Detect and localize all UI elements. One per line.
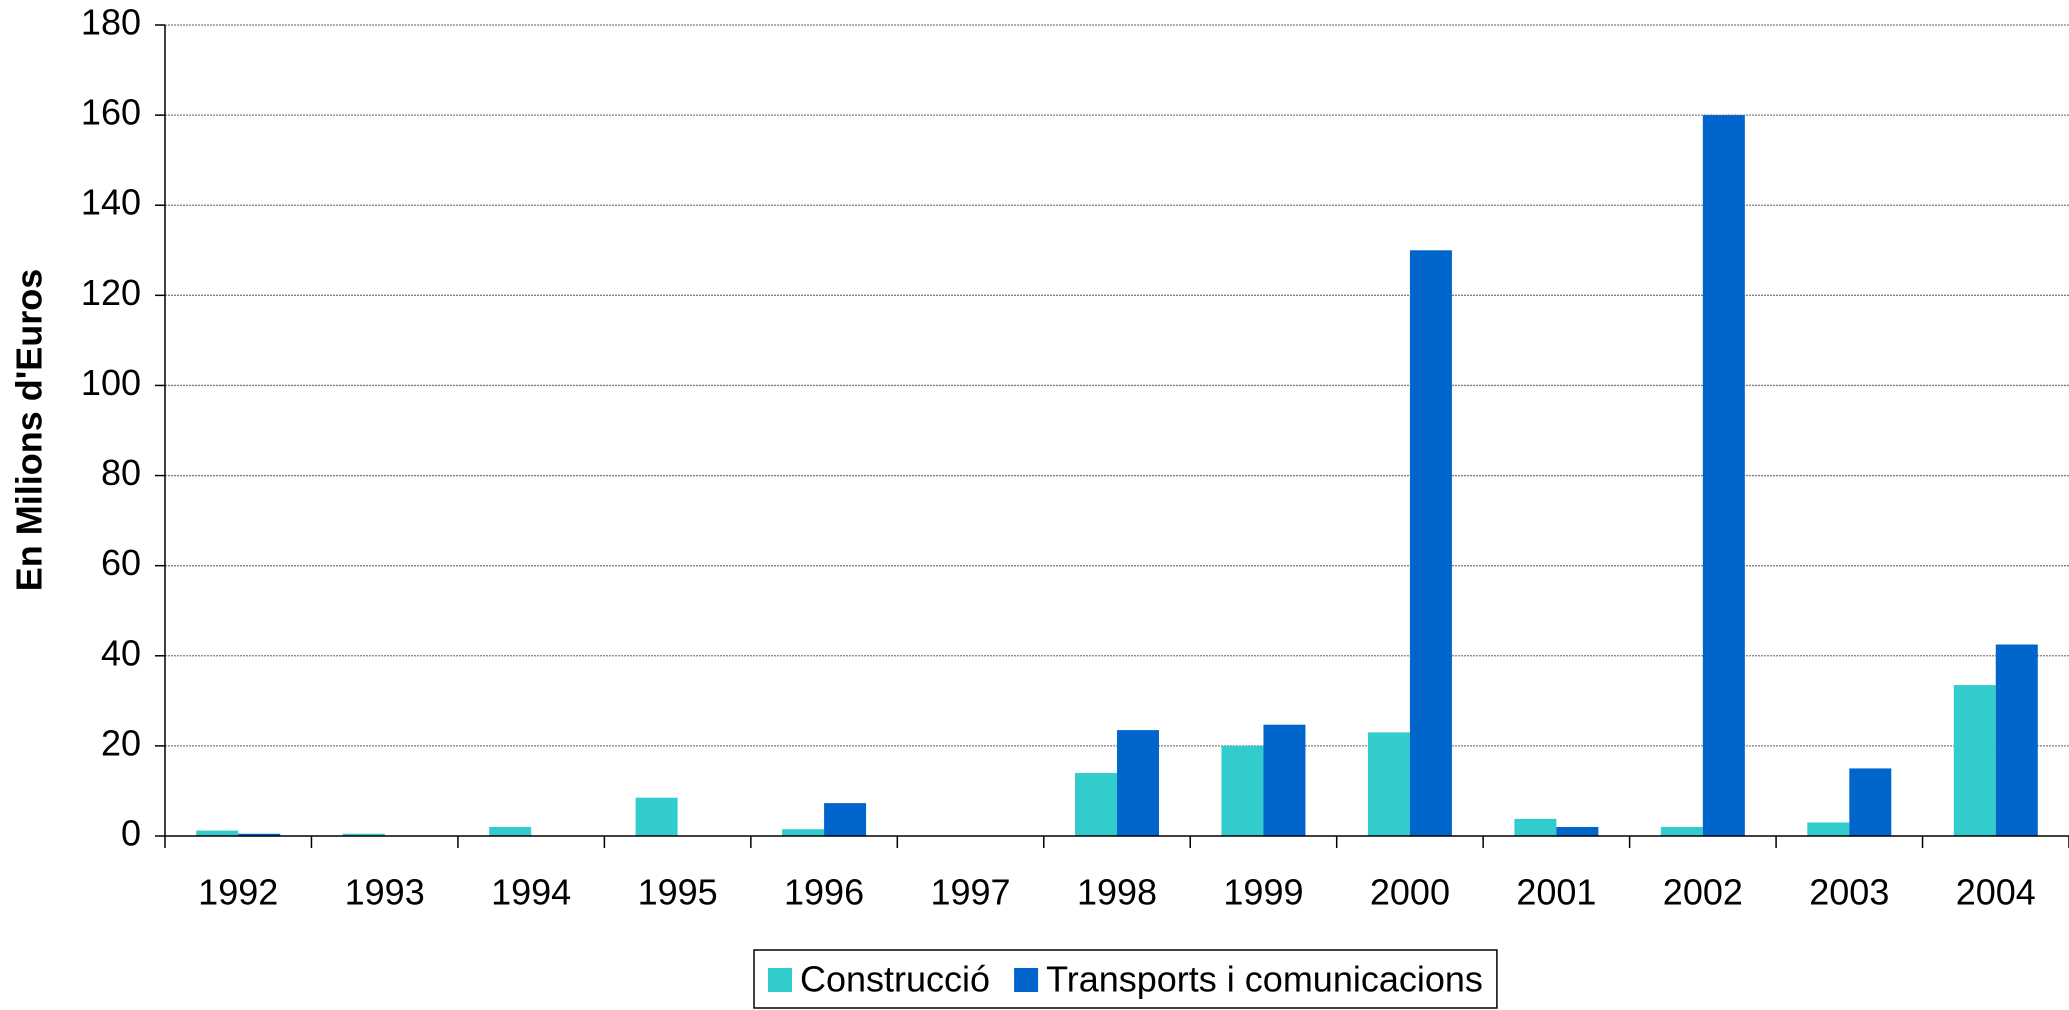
bar [1953,685,1996,836]
legend-label: Construcció [800,959,990,1000]
y-tick-label: 180 [81,2,141,43]
x-tick-label: 2003 [1809,872,1889,913]
y-tick-label: 140 [81,182,141,223]
y-tick-label: 80 [101,452,141,493]
bar [1849,768,1892,836]
x-tick-label: 1993 [345,872,425,913]
bar [342,833,385,836]
y-tick-label: 120 [81,272,141,313]
bar [1263,724,1306,836]
x-tick-label: 1999 [1223,872,1303,913]
legend-swatch [1014,968,1039,992]
bar [635,797,678,836]
bar [1556,826,1599,836]
bar [489,826,532,836]
x-tick-label: 2000 [1370,872,1450,913]
bar [1995,644,2038,836]
bar [824,803,867,836]
bar [1221,745,1264,836]
bar [238,833,281,836]
y-tick-label: 160 [81,92,141,133]
bar [196,830,239,836]
bar [1514,818,1557,836]
y-tick-label: 100 [81,362,141,403]
y-tick-label: 40 [101,632,141,673]
x-tick-label: 2002 [1663,872,1743,913]
x-tick-label: 1997 [930,872,1010,913]
legend-box [753,949,1498,1009]
x-tick-label: 1994 [491,872,571,913]
y-tick-label: 60 [101,542,141,583]
bar [1807,822,1850,836]
x-tick-label: 2004 [1956,872,2036,913]
x-tick-label: 2001 [1516,872,1596,913]
bar [1702,115,1745,837]
legend-label: Transports i comunicacions [1046,959,1483,1000]
bar [1660,826,1703,836]
x-tick-label: 1992 [198,872,278,913]
bar [782,829,825,836]
y-tick-label: 20 [101,722,141,763]
x-tick-label: 1995 [638,872,718,913]
x-tick-label: 1996 [784,872,864,913]
bar [1117,730,1159,836]
legend-swatch [768,968,792,992]
y-tick-label: 0 [121,813,141,854]
bar [1409,250,1452,836]
legend: Construcció Transports i comunicacions [753,949,1498,1009]
bar [1075,772,1117,836]
x-tick-label: 1998 [1077,872,1157,913]
bar [1367,732,1410,836]
y-axis-label: En Milions d'Euros [9,269,50,592]
